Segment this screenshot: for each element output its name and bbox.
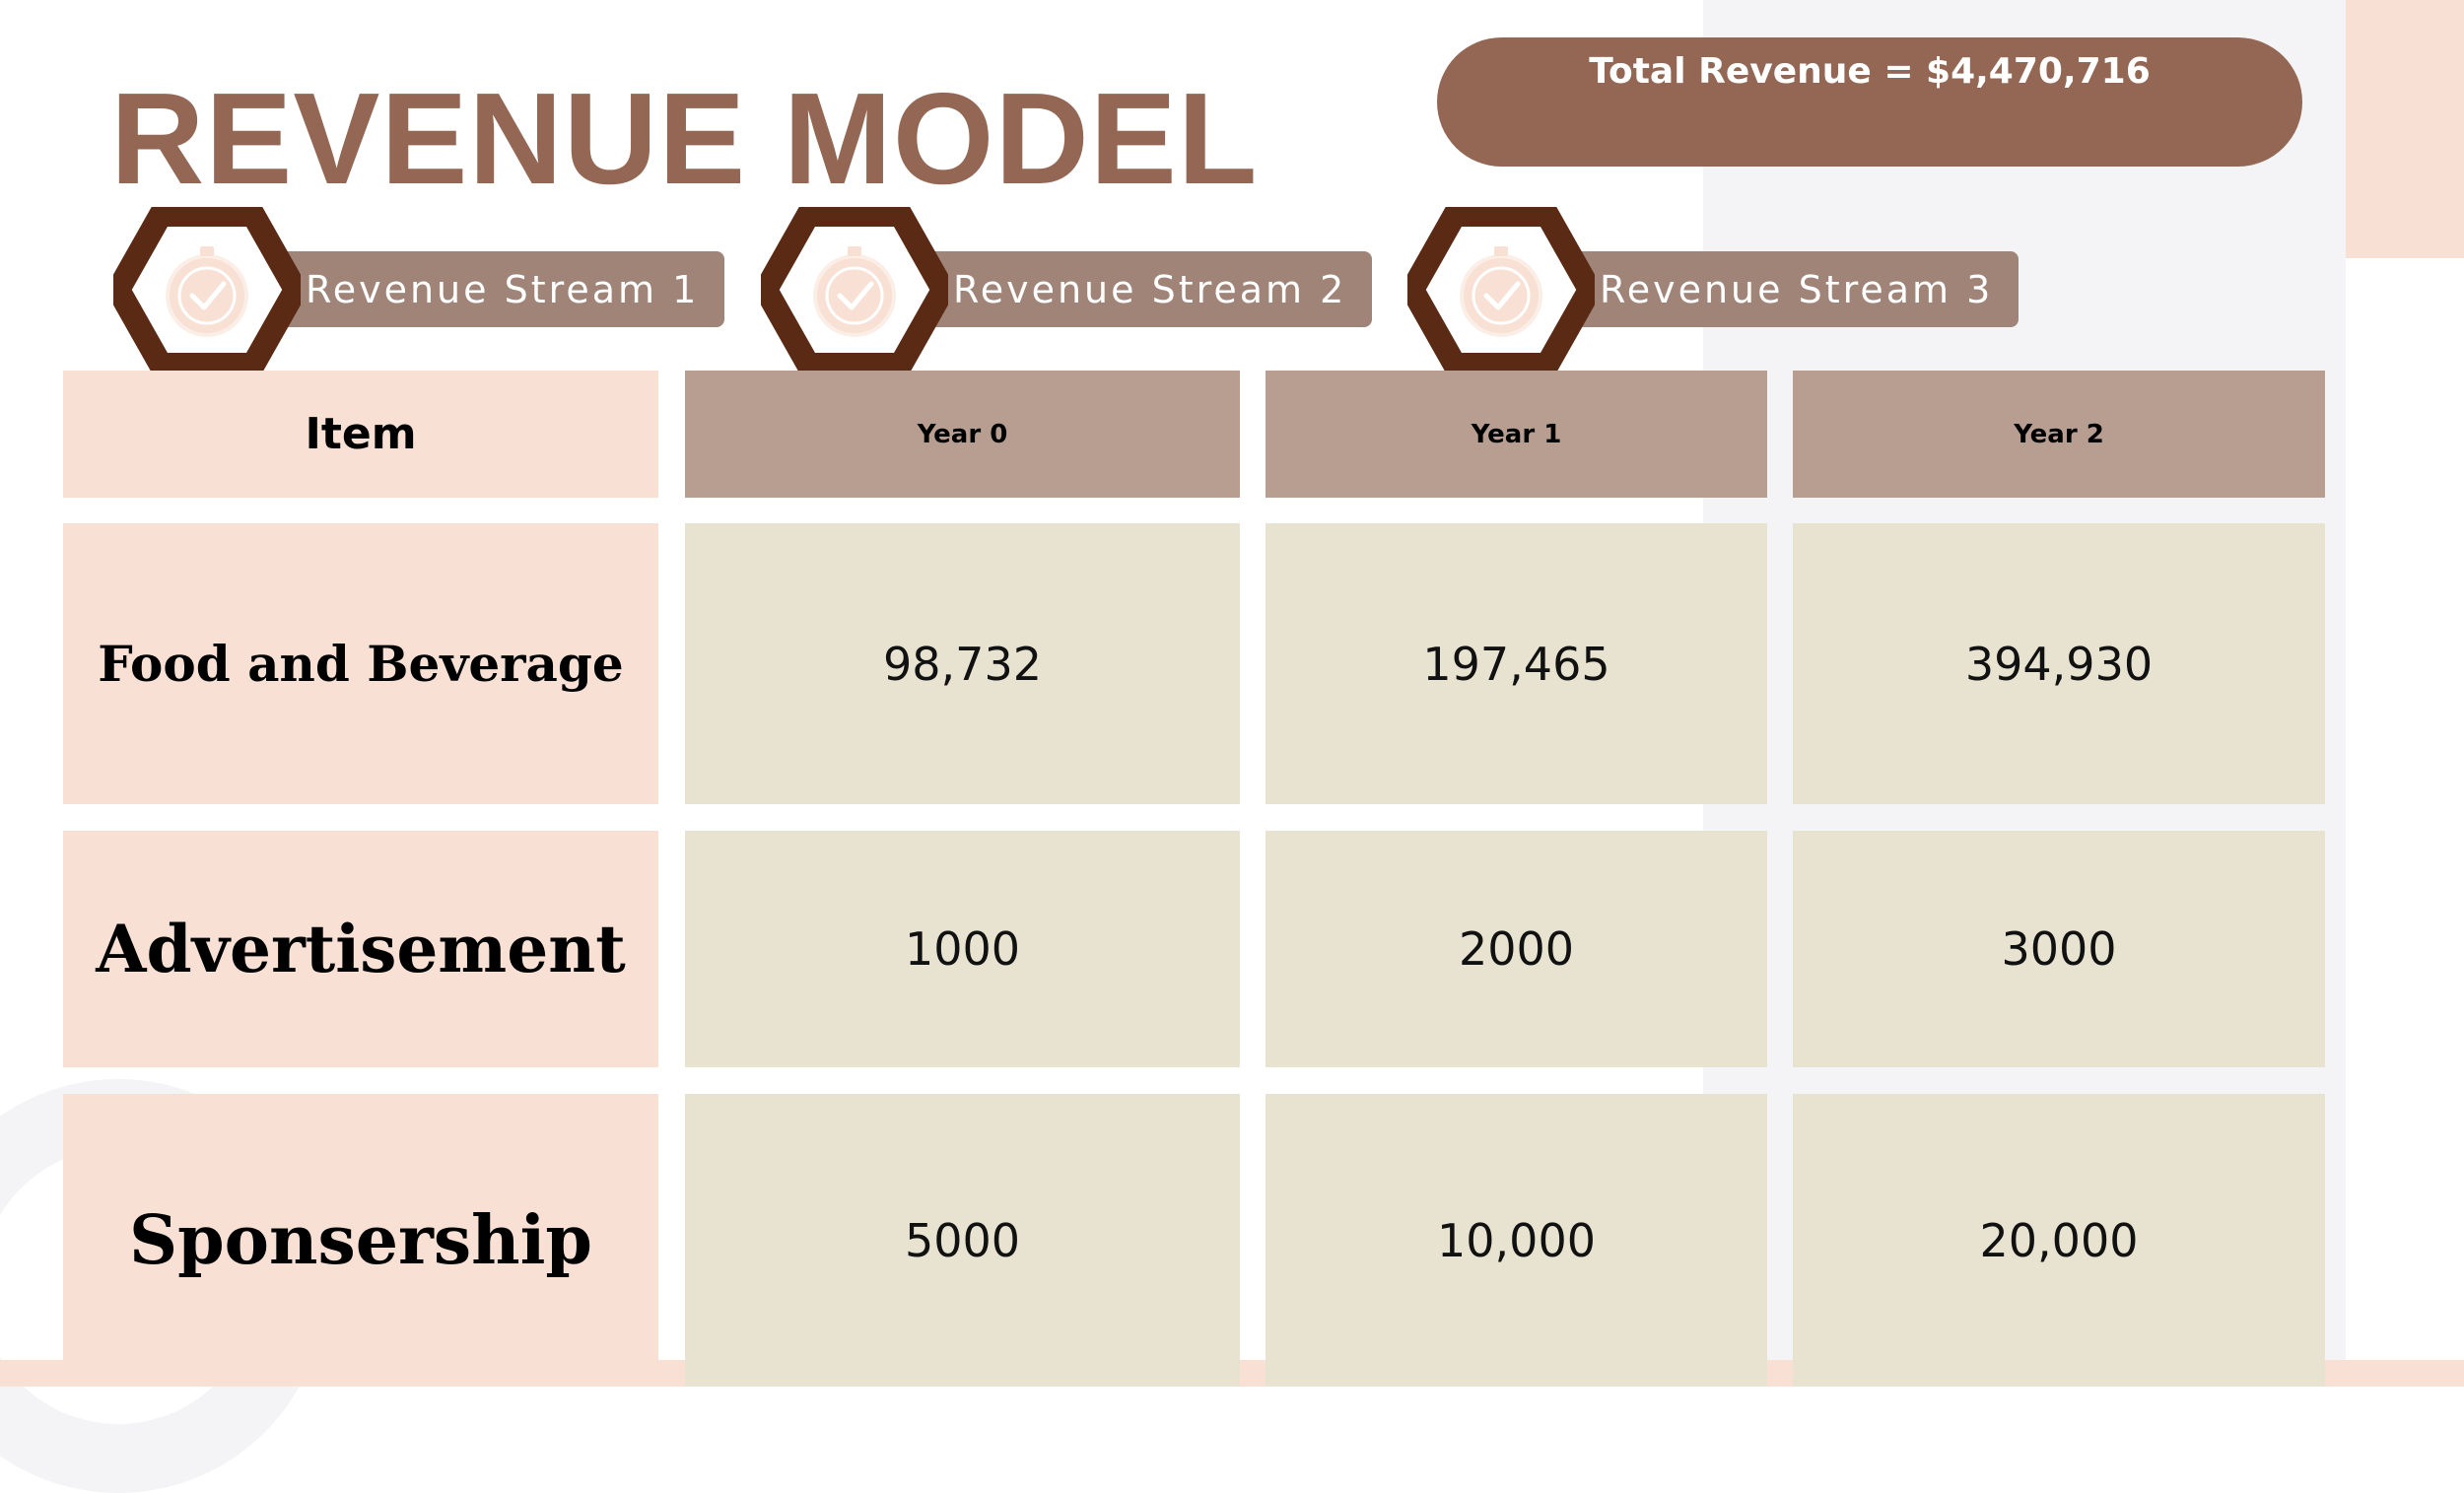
table-cell: 98,732 [685,523,1240,804]
page-title: REVENUE MODEL [110,66,1259,211]
table-cell: 1000 [685,831,1240,1067]
revenue-stream-1: Revenue Stream 1 [113,207,724,373]
table-cell: 197,465 [1266,523,1767,804]
table-cell: 394,930 [1793,523,2325,804]
stopwatch-check-icon [113,207,301,373]
table-header-year-2: Year 2 [1793,371,2325,498]
stopwatch-check-icon [1407,207,1595,373]
accent-bar [2346,0,2464,258]
row-label-advertisement: Advertisement [63,831,658,1067]
table-cell: 2000 [1266,831,1767,1067]
table-cell: 5000 [685,1094,1240,1387]
table-cell: 3000 [1793,831,2325,1067]
table-header-item: Item [63,371,658,498]
revenue-stream-label: Revenue Stream 1 [276,251,724,327]
total-revenue-badge: Total Revenue = $4,470,716 [1437,37,2302,167]
table-header-year-0: Year 0 [685,371,1240,498]
revenue-stream-label: Revenue Stream 3 [1570,251,2019,327]
row-label-food-and-beverage: Food and Beverage [63,523,658,804]
stopwatch-check-icon [761,207,948,373]
table-cell: 20,000 [1793,1094,2325,1387]
row-label-sponsership: Sponsership [63,1094,658,1387]
revenue-stream-label: Revenue Stream 2 [924,251,1372,327]
revenue-stream-3: Revenue Stream 3 [1407,207,2019,373]
table-cell: 10,000 [1266,1094,1767,1387]
revenue-stream-2: Revenue Stream 2 [761,207,1372,373]
table-header-year-1: Year 1 [1266,371,1767,498]
